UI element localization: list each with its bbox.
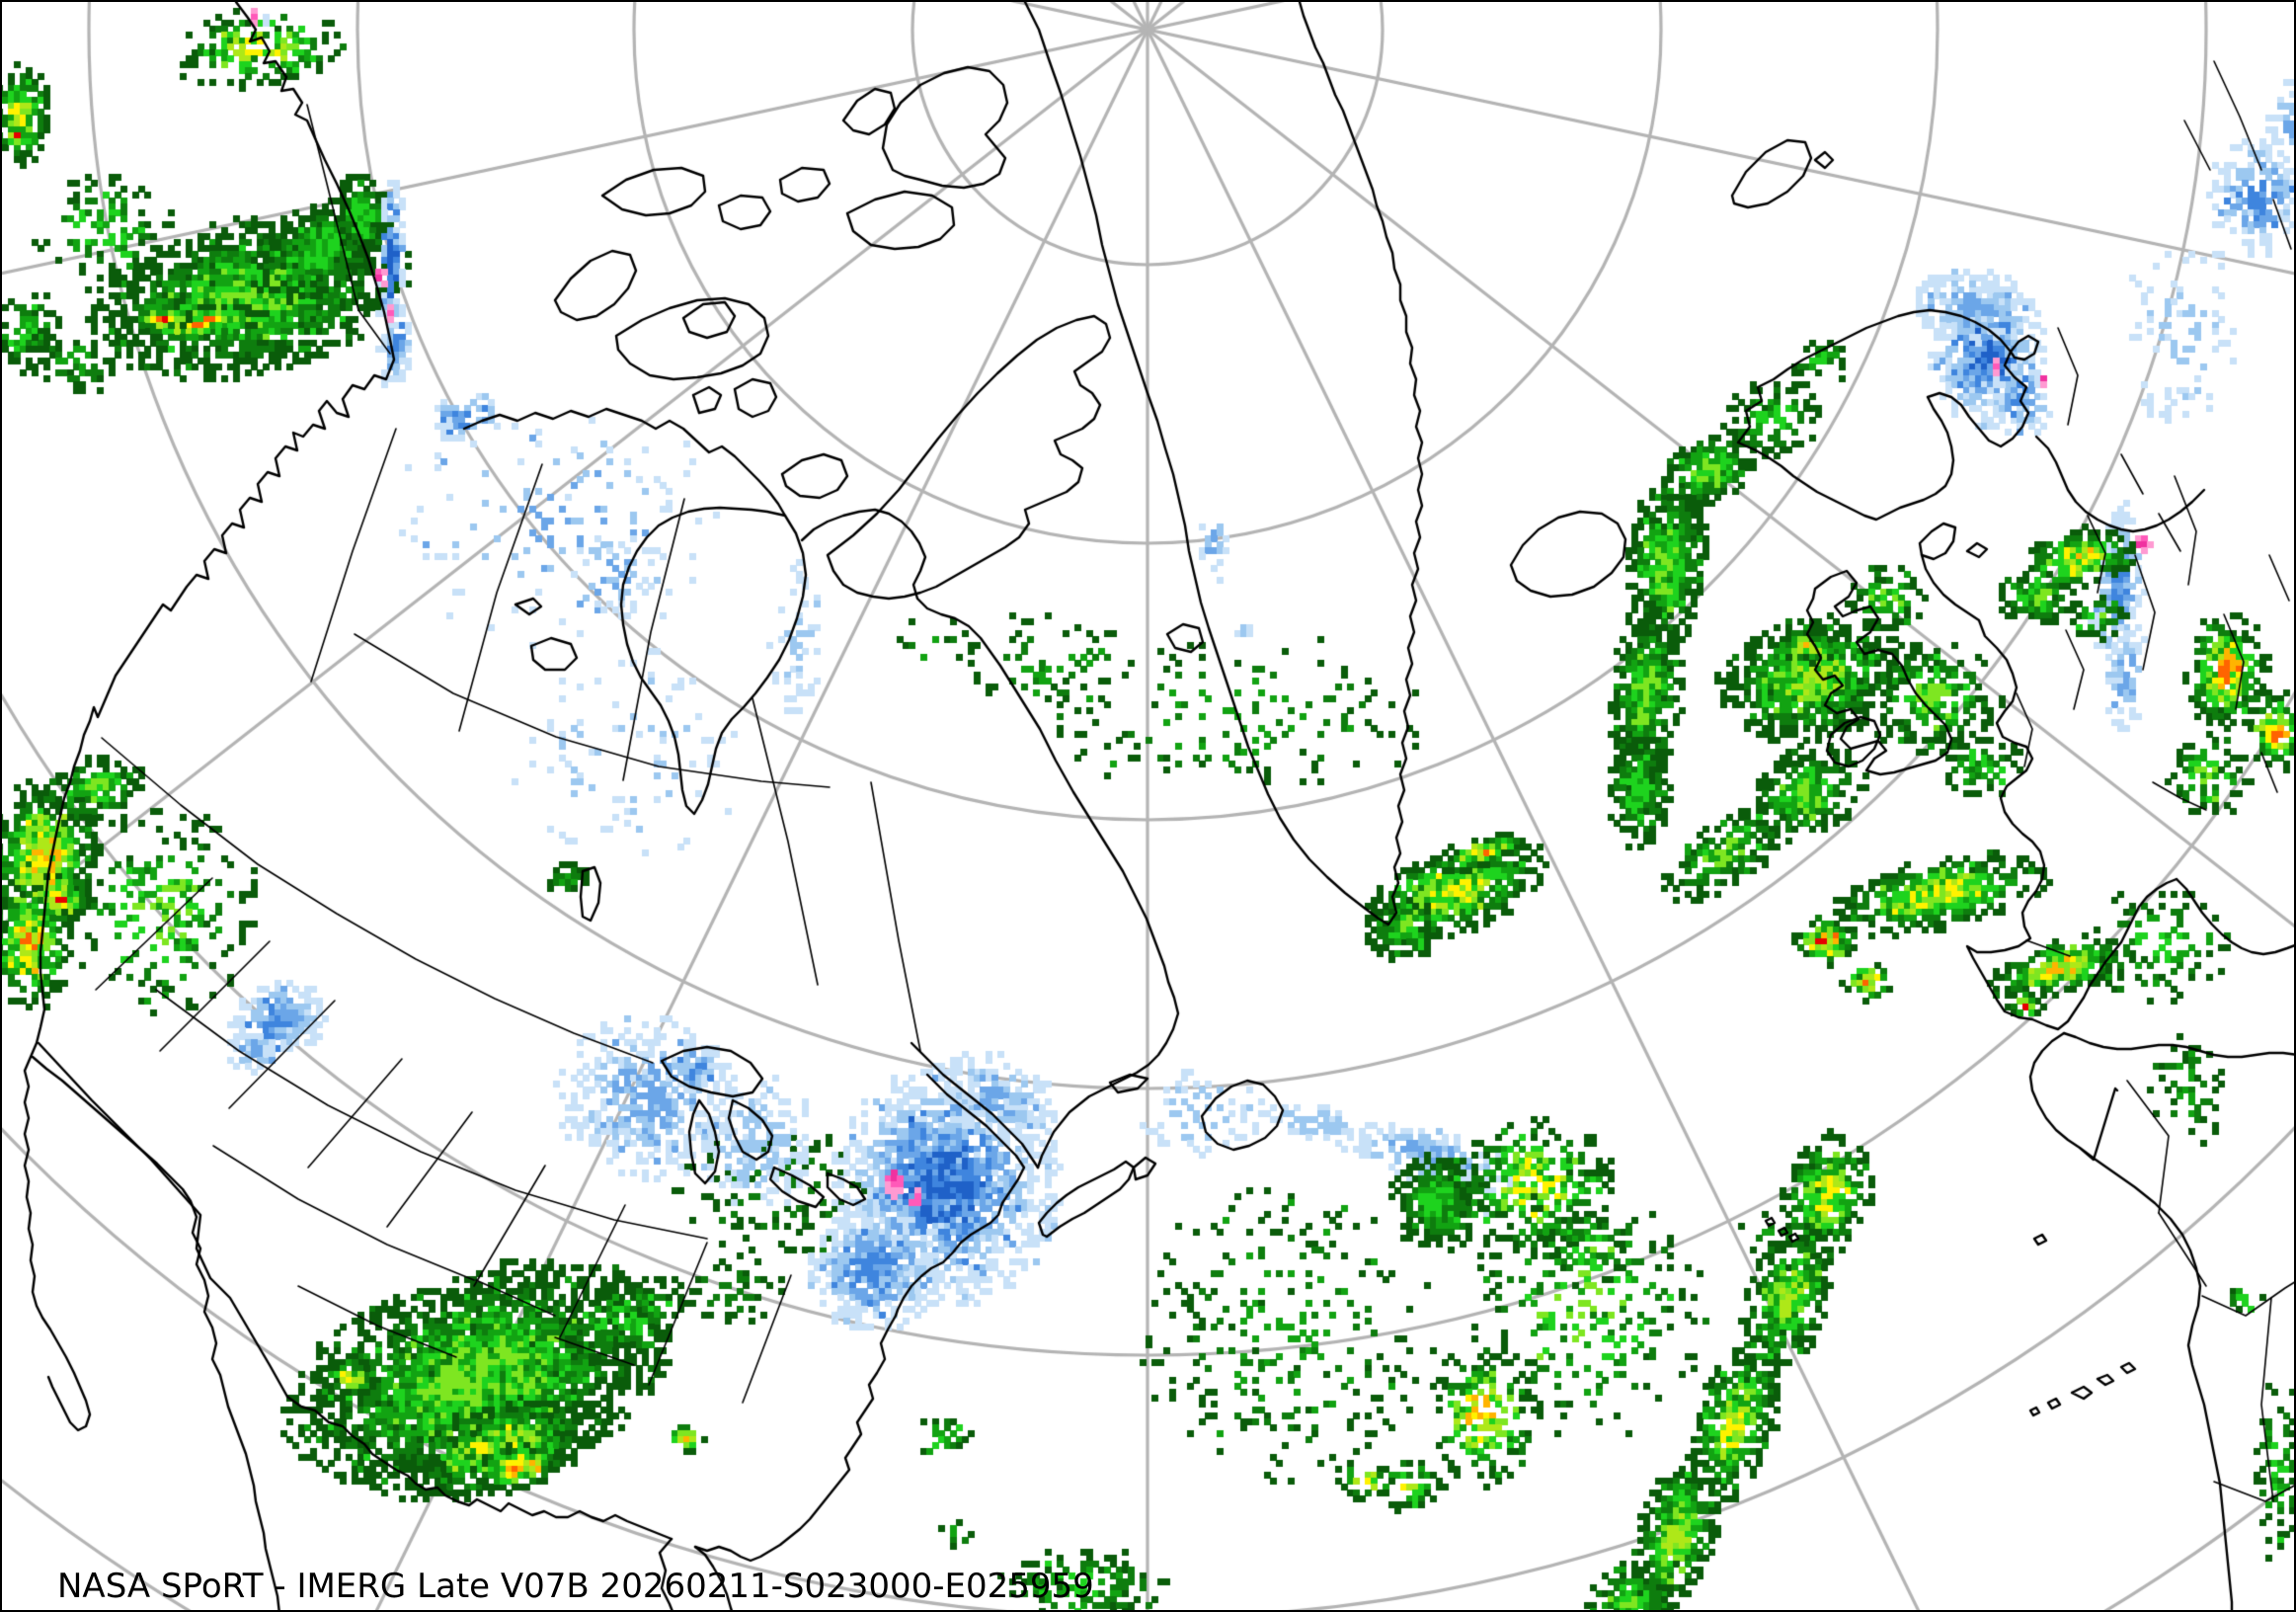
map-title: NASA SPoRT - IMERG Late V07B 20260211-S0… bbox=[57, 1567, 1094, 1606]
